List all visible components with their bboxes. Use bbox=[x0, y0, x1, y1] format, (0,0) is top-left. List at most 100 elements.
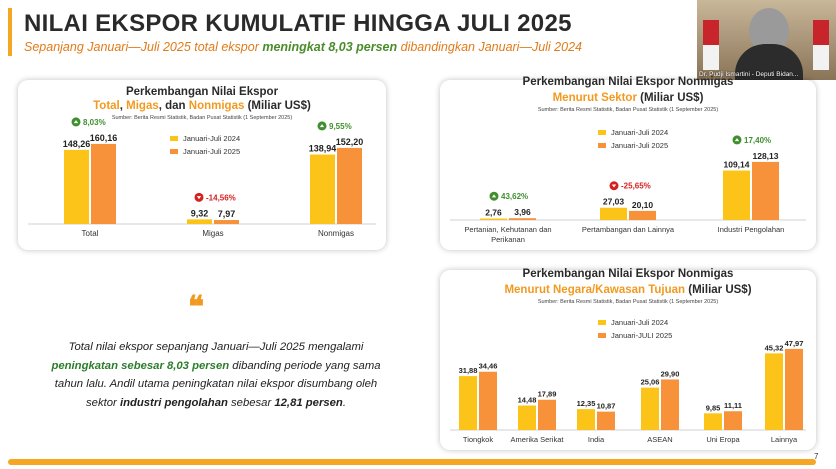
chart-source: Sumber: Berita Resmi Statistik, Badan Pu… bbox=[111, 115, 293, 121]
legend-item: Januari-Juli 2025 bbox=[170, 147, 240, 156]
category-label: Pertanian, Kehutanan dan bbox=[464, 225, 551, 234]
subtitle-part: (Miliar US$) bbox=[244, 100, 311, 112]
quote-part: dibanding periode yang sama tahun lalu. … bbox=[54, 359, 381, 409]
subtitle-part: , dan bbox=[158, 100, 189, 112]
bar-value-label: 45,32 bbox=[765, 343, 784, 352]
bar-value-label: 160,16 bbox=[90, 133, 118, 143]
legend-label: Januari-Juli 2025 bbox=[611, 141, 669, 150]
legend-swatch bbox=[598, 320, 606, 325]
category-label: Migas bbox=[202, 229, 223, 238]
category-label: Uni Eropa bbox=[706, 435, 740, 444]
page-subtitle: Sepanjang Januari—Juli 2025 total ekspor… bbox=[24, 40, 582, 54]
quote-bold: industri pengolahan bbox=[119, 396, 228, 409]
chart-subtitle: Menurut Sektor (Miliar US$) bbox=[440, 92, 816, 104]
chart-sektor: 2,76 3,96 Pertanian, Kehutanan danPerikana… bbox=[450, 135, 806, 244]
legend-item: Januari-Juli 2024 bbox=[170, 134, 240, 143]
bar bbox=[310, 154, 335, 224]
chart-subtitle: Menurut Negara/Kawasan Tujuan (Miliar US… bbox=[440, 284, 816, 296]
flag-icon bbox=[703, 20, 719, 70]
bar bbox=[538, 399, 556, 430]
legend-swatch bbox=[598, 130, 606, 135]
chart-legend: Januari-Juli 2024 Januari-Juli 2025 bbox=[170, 134, 240, 160]
bar-value-label: 25,06 bbox=[641, 378, 660, 387]
legend-label: Januari-Juli 2025 bbox=[183, 147, 241, 156]
category-label: Nonmigas bbox=[318, 229, 354, 238]
subtitle-part: Migas bbox=[126, 100, 159, 112]
chart-legend: Januari-Juli 2024 Januari-JULI 2025 bbox=[598, 318, 672, 344]
chart-source: Sumber: Berita Resmi Statistik, Badan Pu… bbox=[537, 107, 719, 113]
category-label: Perikanan bbox=[491, 235, 525, 244]
quote-highlight: peningkatan sebesar 8,03 persen bbox=[51, 359, 230, 372]
chart-title: Perkembangan Nilai Ekspor bbox=[125, 86, 279, 98]
bar-value-label: 9,32 bbox=[191, 208, 209, 218]
category-label: Industri Pengolahan bbox=[718, 225, 785, 234]
page-title: NILAI EKSPOR KUMULATIF HINGGA JULI 2025 bbox=[24, 10, 572, 37]
legend-swatch bbox=[598, 333, 606, 338]
quote-bold: 12,81 persen bbox=[274, 396, 343, 409]
category-label: Tiongkok bbox=[463, 435, 493, 444]
bar bbox=[641, 387, 659, 430]
subtitle-part: (Miliar US$) bbox=[636, 92, 704, 104]
quote-part: Total nilai ekspor sepanjang Januari—Jul… bbox=[68, 341, 364, 353]
bar bbox=[459, 376, 477, 430]
bar bbox=[661, 379, 679, 430]
bar bbox=[214, 220, 239, 224]
bar-value-label: 148,26 bbox=[63, 139, 91, 149]
arrow-glyph bbox=[734, 138, 740, 142]
flag-icon bbox=[813, 20, 829, 70]
bar-value-label: 2,76 bbox=[485, 208, 502, 218]
legend-item: Januari-Juli 2024 bbox=[598, 128, 668, 137]
speaker-body bbox=[735, 44, 803, 80]
quote-part: . bbox=[342, 396, 346, 409]
quote-text: Total nilai ekspor sepanjang Januari—Jul… bbox=[40, 338, 392, 412]
bar bbox=[600, 207, 627, 220]
legend-swatch bbox=[170, 136, 178, 141]
legend-label: Januari-Juli 2024 bbox=[611, 318, 669, 327]
subtitle-part: (Miliar US$) bbox=[685, 284, 752, 296]
bar-value-label: 12,35 bbox=[577, 399, 596, 408]
category-label: Lainnya bbox=[771, 435, 798, 444]
chart-legend: Januari-Juli 2024 Januari-Juli 2025 bbox=[598, 128, 668, 154]
subtitle-part: , bbox=[119, 100, 127, 112]
legend-item: Januari-JULI 2025 bbox=[598, 331, 672, 340]
chart-card-sektor: Perkembangan Nilai Ekspor Nonmigas Menur… bbox=[440, 76, 816, 250]
subtitle-part: Nonmigas bbox=[188, 100, 245, 112]
bar bbox=[765, 353, 783, 430]
speaker-name: Dr. Pudji Ismartini - Deputi Bidan... bbox=[699, 71, 799, 78]
bar bbox=[723, 170, 750, 220]
bar bbox=[629, 210, 656, 220]
bar-value-label: 138,94 bbox=[309, 144, 337, 154]
bar bbox=[724, 411, 742, 430]
quote-icon: ❝ bbox=[188, 290, 205, 325]
category-label: ASEAN bbox=[647, 435, 672, 444]
bar bbox=[91, 143, 116, 224]
change-label: 8,03% bbox=[83, 118, 106, 127]
bar-value-label: 3,96 bbox=[514, 207, 531, 217]
bar-value-label: 11,11 bbox=[724, 401, 742, 410]
bar-value-label: 31,88 bbox=[459, 366, 478, 375]
chart-card-negara: Perkembangan Nilai Ekspor Nonmigas Menur… bbox=[440, 268, 816, 450]
bar bbox=[752, 161, 779, 220]
bar bbox=[704, 413, 722, 430]
subtitle-part: Menurut Sektor bbox=[552, 92, 637, 104]
subtitle-bold: meningkat 8,03 persen bbox=[262, 40, 398, 54]
bar bbox=[785, 348, 803, 430]
chart-card-total: Perkembangan Nilai Ekspor Total, Migas, … bbox=[18, 80, 386, 250]
bar bbox=[597, 411, 615, 430]
bar bbox=[518, 405, 536, 430]
chart-title: Perkembangan Nilai Ekspor Nonmigas bbox=[522, 76, 734, 88]
legend-item: Januari-Juli 2025 bbox=[598, 141, 668, 150]
chart-title: Perkembangan Nilai Ekspor Nonmigas bbox=[522, 268, 734, 280]
title-accent-bar bbox=[8, 8, 12, 56]
subtitle-post: dibandingkan Januari—Juli 2024 bbox=[397, 40, 582, 54]
footer-accent-bar bbox=[8, 459, 816, 465]
bar-value-label: 152,20 bbox=[336, 137, 364, 147]
category-label: Pertambangan dan Lainnya bbox=[582, 225, 675, 234]
bar-value-label: 10,87 bbox=[597, 402, 616, 411]
video-tile[interactable]: Dr. Pudji Ismartini - Deputi Bidan... bbox=[697, 0, 836, 80]
chart-subtitle: Total, Migas, dan Nonmigas (Miliar US$) bbox=[18, 100, 386, 112]
legend-swatch bbox=[170, 149, 178, 154]
bar bbox=[480, 218, 507, 220]
